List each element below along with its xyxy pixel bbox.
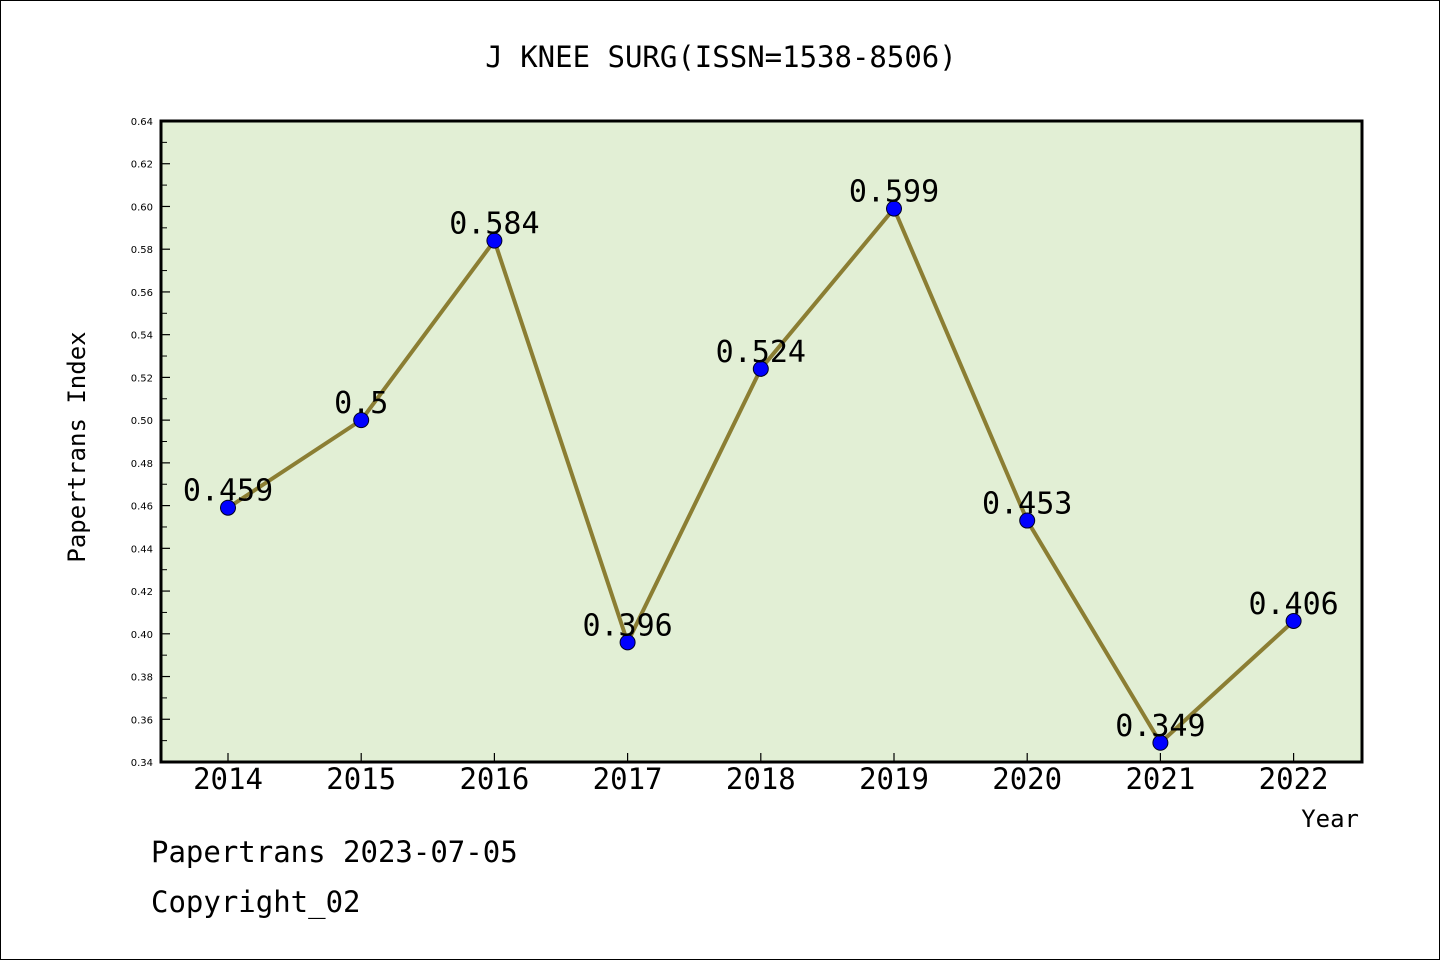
- x-tick-label: 2022: [1259, 762, 1329, 796]
- chart-title: J KNEE SURG(ISSN=1538-8506): [485, 40, 956, 74]
- x-tick-label: 2021: [1125, 762, 1195, 796]
- footer-date-label: Papertrans 2023-07-05: [151, 835, 518, 869]
- data-point: [1019, 512, 1036, 529]
- x-tick-label: 2018: [726, 762, 796, 796]
- data-label: 0.599: [849, 175, 939, 210]
- y-tick-label: 0.60: [131, 202, 153, 213]
- data-label: 0.453: [982, 487, 1072, 522]
- data-label: 0.349: [1115, 709, 1205, 744]
- footer-copyright-label: Copyright_02: [151, 885, 361, 919]
- data-point: [886, 200, 902, 217]
- y-tick-label: 0.64: [131, 117, 153, 128]
- x-tick-label: 2015: [326, 762, 396, 796]
- y-tick-label: 0.46: [131, 502, 153, 513]
- data-point: [752, 360, 769, 377]
- x-tick-label: 2020: [992, 762, 1062, 796]
- x-tick-label: 2016: [459, 762, 529, 796]
- x-tick-label: 2014: [193, 762, 263, 796]
- y-tick-label: 0.36: [131, 715, 153, 726]
- y-tick-label: 0.38: [131, 673, 153, 684]
- series-points-group: [220, 200, 1302, 751]
- x-axis-label: Year: [1301, 805, 1359, 833]
- plot-border: [159, 119, 1364, 764]
- y-tick-label: 0.52: [131, 373, 153, 384]
- data-label: 0.5: [334, 386, 388, 421]
- y-tick-label: 0.56: [131, 288, 153, 299]
- x-axis-ticks: 2014 2015 2016 2017 2018 2019 2020 2021 2022: [193, 753, 1329, 796]
- plot-area: [161, 121, 1362, 762]
- y-axis-label: Papertrans Index: [63, 331, 91, 562]
- x-tick-label: 2019: [859, 762, 929, 796]
- data-point: [619, 634, 636, 651]
- data-label: 0.459: [183, 474, 273, 509]
- data-point: [1285, 612, 1302, 629]
- data-point: [1152, 734, 1169, 751]
- data-label: 0.584: [449, 207, 539, 242]
- y-tick-label: 0.62: [131, 160, 153, 171]
- y-tick-label: 0.34: [131, 758, 153, 769]
- y-tick-label: 0.58: [131, 245, 153, 256]
- data-label: 0.406: [1248, 587, 1338, 622]
- y-tick-label: 0.40: [131, 630, 153, 641]
- x-tick-label: 2017: [593, 762, 663, 796]
- data-point: [220, 499, 236, 516]
- data-label: 0.524: [716, 335, 806, 370]
- y-tick-label: 0.42: [131, 587, 153, 598]
- y-tick-label: 0.54: [131, 331, 153, 342]
- y-tick-label: 0.44: [131, 544, 153, 555]
- data-point: [486, 232, 503, 249]
- y-axis-ticks: 0.34 0.36 0.38 0.40 0.42 0.44 0.46 0.48 0.50 0.52…: [131, 117, 170, 769]
- y-tick-label: 0.50: [131, 416, 153, 427]
- data-labels-group: 0.459 0.5 0.584 0.396 0.524 0.599 0.453 0.349 0.…: [183, 175, 1339, 744]
- data-label: 0.396: [582, 608, 672, 643]
- y-tick-label: 0.48: [131, 459, 153, 470]
- data-point: [353, 412, 370, 429]
